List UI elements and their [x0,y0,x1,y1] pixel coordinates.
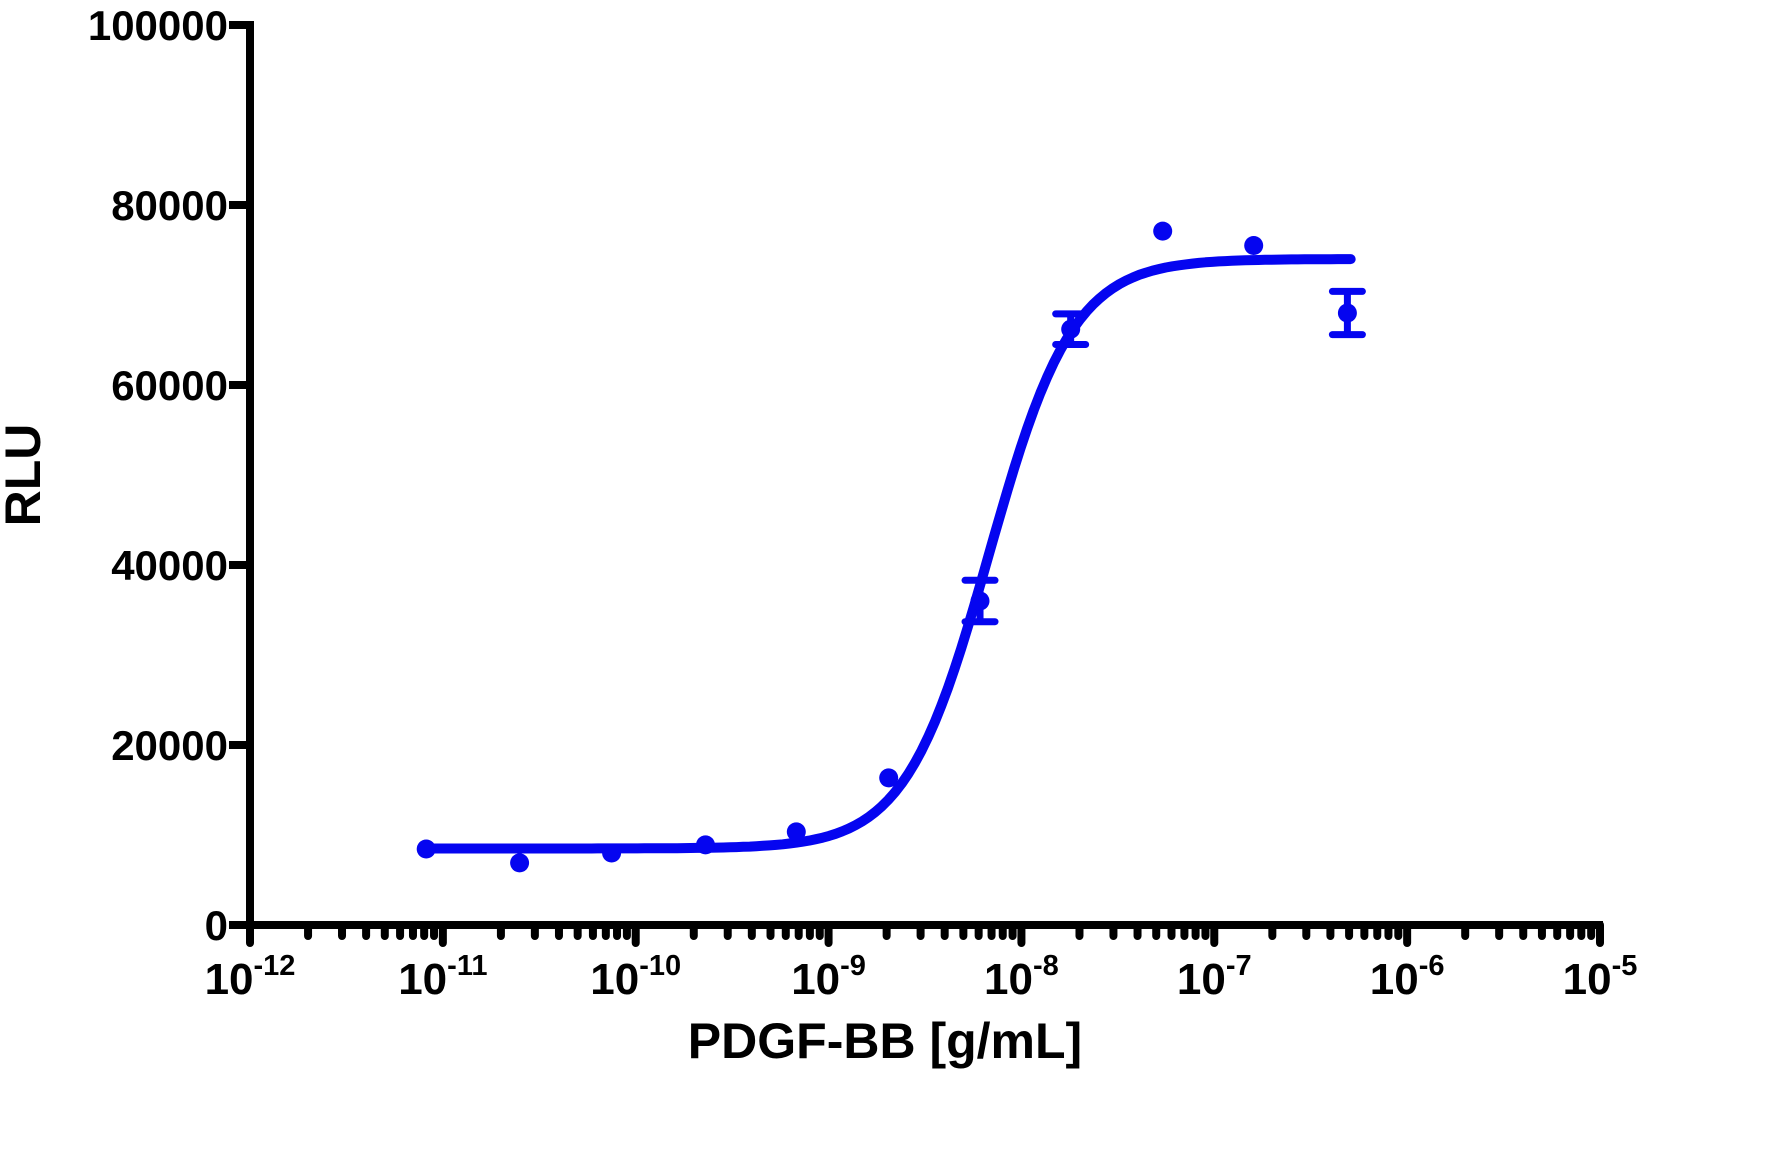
y-tick-label: 40000 [111,542,228,589]
x-axis-title: PDGF-BB [g/mL] [688,1013,1082,1069]
fit-curve [421,254,1356,854]
x-tick-label: 10-10 [590,950,681,1004]
y-tick-label: 100000 [88,2,228,49]
y-axis-title: RLU [0,424,51,527]
data-point-8 [1061,319,1081,339]
data-point-7 [970,591,990,611]
x-tick-label: 10-11 [398,950,487,1004]
data-point-4 [696,835,715,855]
data-point-10 [1244,236,1264,255]
x-tick-label: 10-6 [1370,950,1445,1004]
y-tick-label: 20000 [111,722,228,769]
x-tick-label: 10-5 [1563,950,1638,1004]
data-point-6 [879,768,899,788]
data-point-1 [416,839,436,859]
y-tick-label: 60000 [111,362,228,409]
series-layer [416,221,1366,873]
x-tick-label: 10-12 [205,950,296,1004]
data-point-5 [786,822,806,842]
data-point-3 [602,843,622,863]
axes-layer: 0 20000 40000 60000 80000 100000 10-12 10-11 10-… [88,2,1638,1004]
data-point-9 [1153,221,1173,241]
data-point-11 [1337,303,1357,323]
x-tick-label: 10-8 [984,950,1059,1004]
x-tick-label: 10-9 [791,950,866,1004]
y-tick-label: 80000 [111,182,228,229]
x-tick-label: 10-7 [1177,950,1252,1004]
y-tick-label: 0 [205,902,228,949]
data-point-2 [510,853,530,873]
